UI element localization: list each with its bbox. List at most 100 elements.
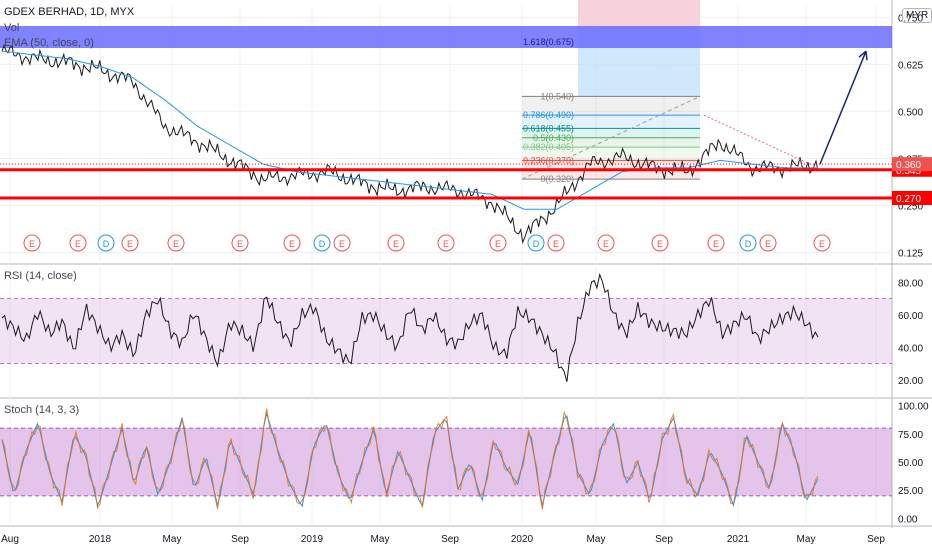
price-level-tag-label: 0.345 bbox=[896, 166, 921, 177]
fib-extension-band bbox=[0, 26, 892, 48]
ema-line bbox=[1, 50, 818, 210]
event-badge bbox=[313, 234, 331, 252]
rsi-line bbox=[1, 272, 819, 382]
x-tick-label: Sep bbox=[441, 534, 459, 545]
x-tick-label: Sep bbox=[867, 534, 885, 545]
event-badge-label: E bbox=[75, 239, 81, 249]
current-price-tag bbox=[892, 157, 932, 172]
rsi-band bbox=[0, 298, 892, 364]
event-badge-label: E bbox=[603, 239, 609, 249]
fib-trend-dashed bbox=[521, 95, 701, 180]
volume-indicator-label[interactable]: Vol bbox=[4, 22, 20, 34]
x-tick-label: May bbox=[371, 534, 390, 545]
rsi-tick-label: 20.00 bbox=[898, 376, 923, 387]
current-price-label: 0.360 bbox=[896, 160, 921, 171]
fib-band bbox=[522, 137, 700, 148]
x-tick-label: May bbox=[587, 534, 606, 545]
event-badge bbox=[813, 234, 831, 252]
fib-level-label: 0.236(0.370) bbox=[523, 155, 574, 165]
event-badge bbox=[547, 234, 565, 252]
event-badge-label: E bbox=[553, 239, 559, 249]
event-badge-label: E bbox=[339, 239, 345, 249]
event-badge-label: D bbox=[533, 239, 540, 249]
x-tick-label: May bbox=[163, 534, 182, 545]
price-level-tag-label: 0.270 bbox=[896, 194, 921, 205]
forecast-arrowhead bbox=[858, 50, 868, 61]
event-badge-label: E bbox=[819, 239, 825, 249]
event-badge bbox=[387, 234, 405, 252]
x-tick-label: 2020 bbox=[511, 534, 534, 545]
fib-level-label: 1(0.540) bbox=[540, 91, 574, 101]
event-badge-label: E bbox=[443, 239, 449, 249]
ema-indicator-label[interactable]: EMA (50, close, 0) bbox=[4, 37, 94, 49]
event-badge bbox=[489, 234, 507, 252]
y-tick-label: 0.500 bbox=[898, 107, 923, 118]
stoch-d-line bbox=[1, 408, 819, 510]
event-badge bbox=[231, 234, 249, 252]
rsi-tick-label: 40.00 bbox=[898, 343, 923, 354]
event-badge bbox=[527, 234, 545, 252]
y-tick-label: 0.625 bbox=[898, 60, 923, 71]
event-badge-label: E bbox=[495, 239, 501, 249]
x-tick-label: Sep bbox=[231, 534, 249, 545]
event-badge bbox=[23, 234, 41, 252]
event-badge bbox=[69, 234, 87, 252]
fib-level-label: 0.382(0.405) bbox=[523, 142, 574, 152]
symbol-title: GDEX BERHAD, 1D, MYX bbox=[4, 6, 135, 18]
price-level-tag bbox=[892, 191, 932, 205]
rsi-tick-label: 80.00 bbox=[898, 278, 923, 289]
event-badge-label: E bbox=[173, 239, 179, 249]
x-tick-label: 2021 bbox=[727, 534, 750, 545]
fib-band bbox=[522, 115, 700, 129]
event-badge bbox=[707, 234, 725, 252]
event-badge bbox=[97, 234, 115, 252]
currency-badge[interactable]: MYR bbox=[902, 8, 932, 23]
event-badge bbox=[283, 234, 301, 252]
trendline bbox=[703, 114, 819, 169]
event-badge-label: E bbox=[29, 239, 35, 249]
stoch-tick-label: 75.00 bbox=[898, 430, 923, 441]
event-badge-label: E bbox=[237, 239, 243, 249]
event-badge bbox=[121, 234, 139, 252]
fib-band bbox=[522, 96, 700, 116]
event-badge bbox=[759, 234, 777, 252]
fib-level-label: 0(0.320) bbox=[540, 174, 574, 184]
x-tick-label: 2018 bbox=[89, 534, 112, 545]
event-badge-label: E bbox=[713, 239, 719, 249]
fib-extension-label: 1.618(0.675) bbox=[523, 37, 574, 47]
event-badge-label: D bbox=[745, 239, 752, 249]
x-tick-label: 2019 bbox=[301, 534, 324, 545]
event-badge bbox=[167, 234, 185, 252]
fib-level-label: 0.786(0.490) bbox=[523, 110, 574, 120]
price-line bbox=[1, 44, 819, 244]
event-badge-label: E bbox=[289, 239, 295, 249]
stoch-tick-label: 100.00 bbox=[898, 402, 929, 413]
stoch-tick-label: 25.00 bbox=[898, 486, 923, 497]
x-tick-label: Sep bbox=[655, 534, 673, 545]
rsi-indicator-label[interactable]: RSI (14, close) bbox=[4, 270, 77, 282]
x-tick-label: Aug bbox=[1, 534, 19, 545]
event-badge bbox=[333, 234, 351, 252]
event-badge-label: E bbox=[127, 239, 133, 249]
stoch-tick-label: 50.00 bbox=[898, 458, 923, 469]
forecast-arrow bbox=[819, 50, 867, 165]
y-tick-label: 0.750 bbox=[898, 13, 923, 24]
event-badge bbox=[651, 234, 669, 252]
event-badge-label: D bbox=[103, 239, 110, 249]
fib-time-zone-red bbox=[578, 0, 700, 30]
stoch-indicator-label[interactable]: Stoch (14, 3, 3) bbox=[4, 404, 80, 416]
event-badge-label: E bbox=[657, 239, 663, 249]
event-badge-label: D bbox=[319, 239, 326, 249]
fib-band bbox=[522, 147, 700, 161]
stoch-tick-label: 0.00 bbox=[898, 514, 918, 525]
rsi-tick-label: 60.00 bbox=[898, 311, 923, 322]
event-badge bbox=[437, 234, 455, 252]
event-badge bbox=[739, 234, 757, 252]
fib-level-label: 0.618(0.455) bbox=[523, 123, 574, 133]
event-badge-label: E bbox=[765, 239, 771, 249]
event-badge bbox=[597, 234, 615, 252]
fib-band bbox=[522, 128, 700, 138]
x-tick-label: May bbox=[797, 534, 816, 545]
